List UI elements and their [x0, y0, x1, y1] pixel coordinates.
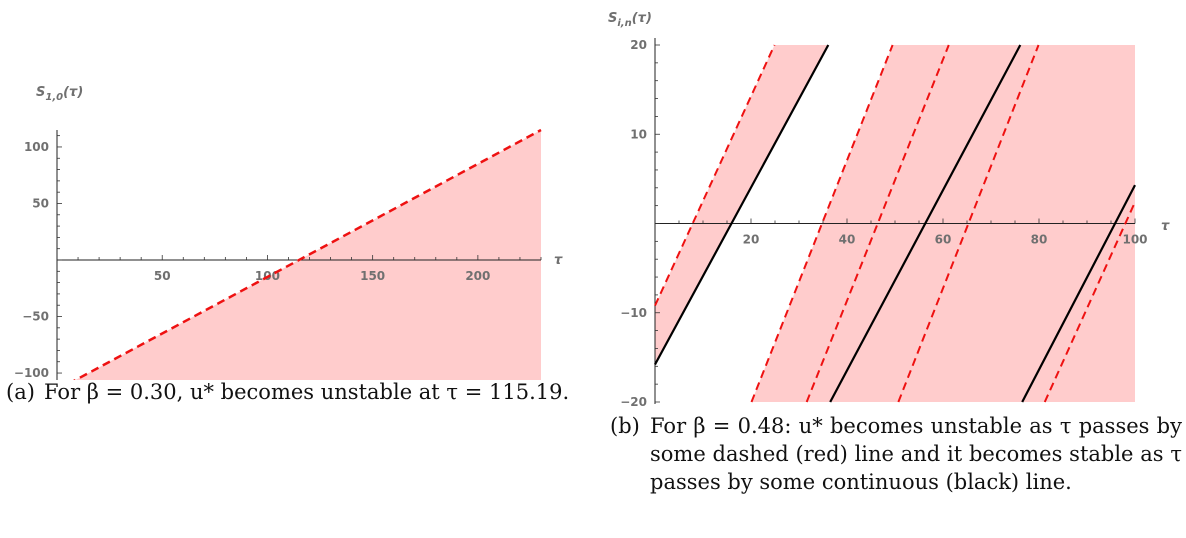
x-tick-label-a: 50: [154, 269, 171, 283]
dashed-line-b: [1043, 201, 1136, 403]
x-tick-label-b: 80: [1031, 233, 1048, 247]
dashed-line-b: [654, 44, 776, 307]
y-tick-label-b: 20: [630, 38, 647, 52]
y-tick-label-b: 10: [630, 127, 647, 141]
y-axis-title-a: S1,0(τ): [36, 85, 83, 103]
x-axis-title-b: τ: [1161, 219, 1170, 234]
x-tick-label-a: 200: [465, 269, 490, 283]
x-tick-label-b: 20: [743, 233, 760, 247]
caption-b-text: For β = 0.48: u* becomes unstable as τ p…: [650, 414, 1182, 494]
chart-b: 20 40 60 80 100 −20 −10 10 20 Si,n(τ) τ: [608, 11, 1170, 409]
x-tick-label-b: 60: [935, 233, 952, 247]
dashed-line-b: [750, 44, 894, 403]
caption-b-tag: (b): [610, 414, 640, 438]
caption-a: (a) For β = 0.30, u* becomes unstable at…: [6, 378, 580, 406]
solid-line-b: [829, 44, 1022, 403]
y-tick-label-a: 50: [32, 196, 49, 210]
unstable-region-a: [75, 130, 541, 380]
x-tick-label-a: 150: [360, 269, 385, 283]
y-tick-label-a: −50: [22, 310, 49, 324]
y-tick-label-a: −100: [14, 366, 49, 380]
solid-line-b: [654, 44, 830, 366]
y-axis-title-b: Si,n(τ): [608, 11, 652, 29]
dashed-line-a: [72, 128, 542, 380]
y-tick-label-b: −20: [620, 395, 647, 409]
y-tick-label-a: 100: [24, 140, 49, 154]
x-tick-label-b: 40: [839, 233, 856, 247]
y-tick-label-b: −10: [620, 306, 647, 320]
caption-b: (b) For β = 0.48: u* becomes unstable as…: [610, 412, 1182, 496]
x-tick-label-b: 100: [1122, 233, 1147, 247]
solid-line-b: [1021, 184, 1136, 403]
caption-a-text: For β = 0.30, u* becomes unstable at τ =…: [44, 380, 570, 404]
x-axis-title-a: τ: [554, 253, 563, 268]
caption-a-tag: (a): [6, 380, 35, 404]
dashed-line-b: [897, 44, 1040, 403]
